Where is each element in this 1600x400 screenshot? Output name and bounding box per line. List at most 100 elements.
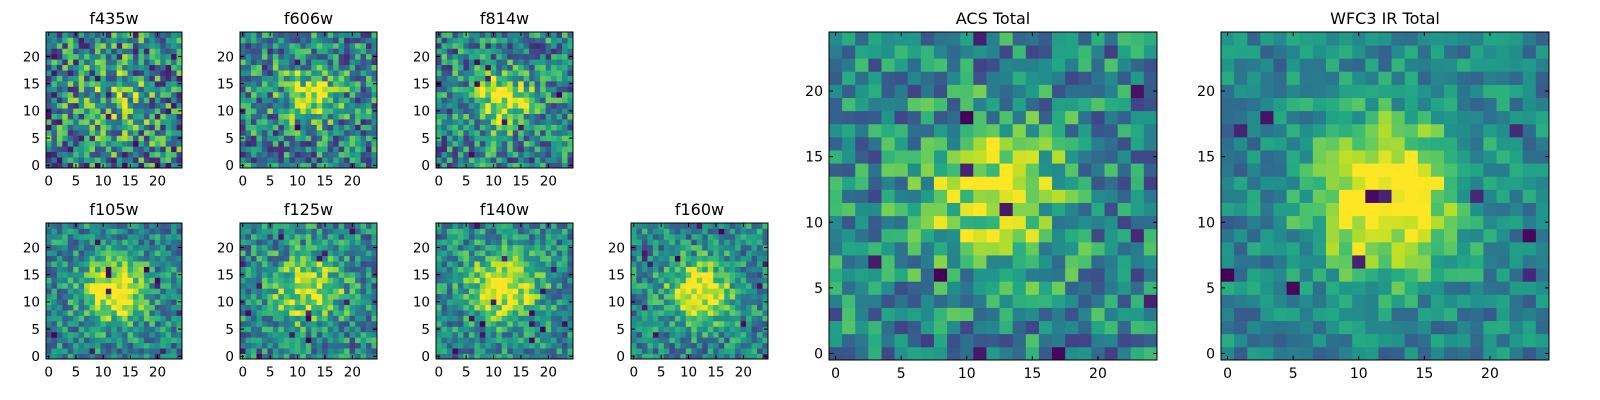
heatmap-cell <box>316 135 323 142</box>
heatmap-cell <box>855 268 869 282</box>
heatmap-cell <box>713 315 720 322</box>
heatmap-cell <box>250 97 257 104</box>
heatmap-cell <box>261 140 268 147</box>
heatmap-cell <box>713 299 720 305</box>
heatmap-cell <box>73 250 80 257</box>
heatmap-cell <box>534 255 541 262</box>
heatmap-cell <box>84 250 90 257</box>
heatmap-cell <box>311 113 318 120</box>
heatmap-cell <box>485 70 492 76</box>
heatmap-cell <box>436 337 442 344</box>
heatmap-cell <box>1091 333 1105 348</box>
heatmap-cell <box>360 315 367 322</box>
heatmap-cell <box>349 304 356 311</box>
heatmap-cell <box>267 277 274 284</box>
heatmap-cell <box>333 353 340 360</box>
heatmap-cell <box>278 48 285 55</box>
heatmap-cell <box>441 119 448 125</box>
heatmap-cell <box>663 348 670 354</box>
heatmap-cell <box>100 75 107 82</box>
heatmap-cell <box>556 261 563 267</box>
heatmap-cell <box>551 315 557 322</box>
heatmap-cell <box>441 91 448 98</box>
heatmap-cell <box>474 75 481 82</box>
heatmap-cell <box>160 282 167 289</box>
heatmap-cell <box>468 331 475 338</box>
heatmap-cell <box>360 91 367 98</box>
x-tick-label: 20 <box>149 365 166 381</box>
heatmap-cell <box>707 304 714 311</box>
heatmap-cell <box>116 32 123 38</box>
heatmap-cell <box>344 124 350 131</box>
heatmap-cell <box>463 304 470 311</box>
heatmap-cell <box>691 244 698 251</box>
heatmap-cell <box>105 108 112 114</box>
heatmap-cell <box>160 119 167 125</box>
heatmap-cell <box>485 282 492 289</box>
heatmap-cell <box>507 233 514 240</box>
heatmap-cell <box>707 348 714 354</box>
heatmap-cell <box>556 75 563 82</box>
heatmap-cell <box>143 310 150 316</box>
heatmap-cell <box>138 342 145 349</box>
heatmap-cell <box>283 228 290 235</box>
heatmap-cell <box>360 59 367 66</box>
heatmap-cell <box>94 91 101 98</box>
heatmap-cell <box>272 119 279 125</box>
heatmap-cell <box>289 108 296 114</box>
heatmap-cell <box>490 80 497 87</box>
heatmap-cell <box>518 228 525 235</box>
heatmap-cell <box>289 277 296 284</box>
heatmap-cell <box>294 91 301 98</box>
heatmap-cell <box>138 64 145 71</box>
heatmap-cell <box>256 293 263 300</box>
heatmap-cell <box>933 241 948 256</box>
heatmap-cell <box>551 86 557 93</box>
heatmap-cell <box>278 233 285 240</box>
heatmap-cell <box>256 135 263 142</box>
heatmap-cell <box>457 124 464 131</box>
heatmap-cell <box>94 348 101 354</box>
heatmap-cell <box>138 80 145 87</box>
heatmap-cell <box>496 304 503 311</box>
heatmap-cell <box>920 307 935 322</box>
heatmap-cell <box>507 326 514 333</box>
heatmap-cell <box>122 233 128 240</box>
heatmap-cell <box>652 331 659 338</box>
heatmap-cell <box>562 37 568 44</box>
heatmap-cell <box>452 250 459 257</box>
heatmap-cell <box>366 86 372 93</box>
heatmap-cell <box>729 271 736 278</box>
heatmap-cell <box>501 299 508 305</box>
heatmap-cell <box>127 157 134 163</box>
heatmap-cell <box>300 75 307 82</box>
heatmap-cell <box>746 271 752 278</box>
heatmap-cell <box>529 233 536 240</box>
heatmap-cell <box>468 129 475 136</box>
heatmap-cell <box>567 288 574 295</box>
heatmap-cell <box>94 342 101 349</box>
heatmap-cell <box>446 37 453 44</box>
heatmap-cell <box>452 261 459 267</box>
heatmap-cell <box>283 135 290 142</box>
heatmap-cell <box>160 53 167 60</box>
heatmap-cell <box>73 42 80 49</box>
heatmap-cell <box>436 288 442 295</box>
heatmap-cell <box>311 32 318 38</box>
heatmap-cell <box>366 239 372 246</box>
heatmap-cell <box>267 108 274 114</box>
heatmap-cell <box>250 326 257 333</box>
heatmap-cell <box>73 261 80 267</box>
heatmap-cell <box>702 348 709 354</box>
heatmap-cell <box>171 102 177 109</box>
heatmap-cell <box>507 277 514 284</box>
heatmap-cell <box>278 310 285 316</box>
heatmap-cell <box>289 91 296 98</box>
heatmap-cell <box>105 299 112 305</box>
heatmap-cell <box>468 223 475 229</box>
heatmap-cell <box>250 157 257 163</box>
heatmap-cell <box>452 140 459 147</box>
heatmap-cell <box>501 91 508 98</box>
heatmap-cell <box>51 337 58 344</box>
heatmap-cell <box>724 266 731 273</box>
